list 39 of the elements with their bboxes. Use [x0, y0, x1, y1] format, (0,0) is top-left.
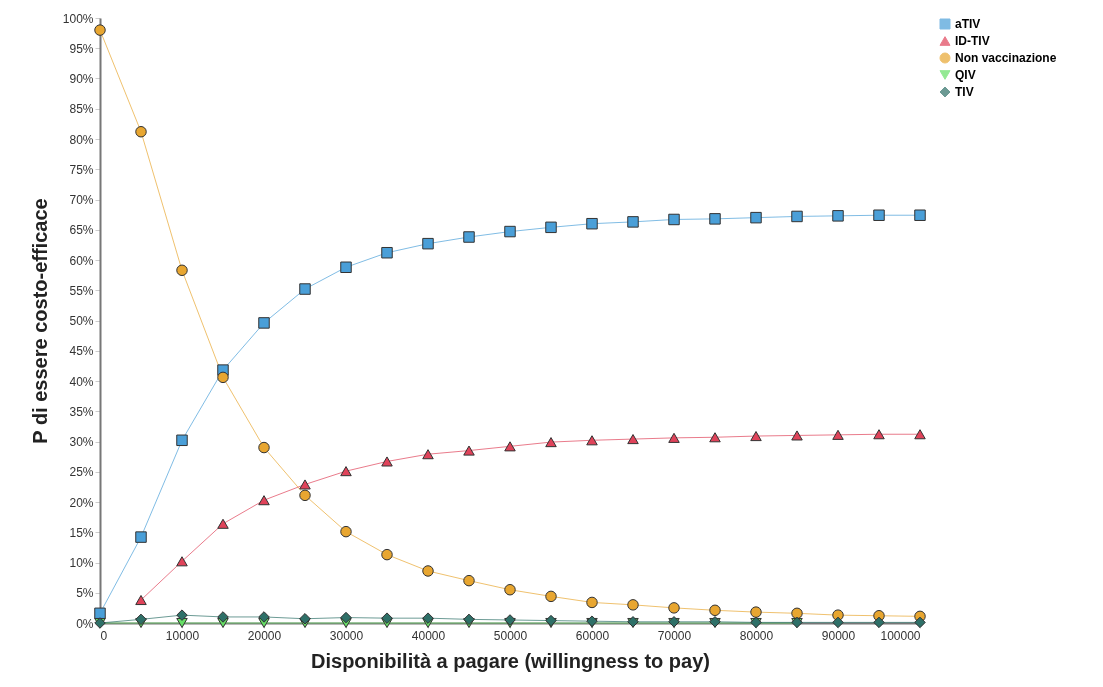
y-tick-label: 100%	[62, 11, 94, 26]
y-tick-label: 30%	[69, 435, 94, 449]
y-tick-label: 95%	[69, 41, 94, 56]
y-tick-label: 85%	[69, 102, 94, 117]
y-tick-label: 65%	[69, 223, 94, 238]
y-tick-label: 5%	[76, 586, 94, 601]
x-tick-label: 0	[100, 628, 108, 643]
y-tick-label: 15%	[69, 525, 94, 540]
y-tick-label: 55%	[69, 283, 94, 298]
y-axis-title: P di essere costo-efficace	[28, 198, 51, 444]
x-tick-label: 50000	[493, 628, 528, 643]
x-axis-title: Disponibilità a pagare (willingness to pay)	[311, 649, 710, 672]
y-tick-label: 20%	[69, 495, 94, 510]
legend-label: ID-TIV	[955, 34, 990, 48]
y-tick-label: 45%	[69, 344, 94, 359]
x-tick-label: 100000	[880, 628, 921, 643]
y-tick-label: 75%	[69, 162, 94, 177]
legend-label: QIV	[955, 68, 976, 82]
y-tick-label: 10%	[69, 556, 94, 570]
x-tick-label: 70000	[657, 628, 692, 643]
x-tick-label: 10000	[165, 628, 200, 643]
x-tick-label: 80000	[739, 628, 774, 643]
y-tick-label: 70%	[69, 193, 94, 207]
y-tick-label: 80%	[69, 132, 94, 147]
x-tick-label: 60000	[575, 628, 610, 643]
y-tick-label: 50%	[69, 314, 94, 328]
y-tick-label: 35%	[69, 404, 94, 419]
y-tick-label: 40%	[69, 374, 94, 389]
y-tick-label: 25%	[69, 465, 94, 480]
legend-label: aTIV	[955, 17, 981, 31]
y-tick-label: 90%	[69, 72, 94, 86]
x-tick-label: 90000	[821, 628, 856, 643]
x-tick-label: 20000	[247, 628, 282, 643]
legend-label: Non vaccinazione	[955, 51, 1057, 65]
x-tick-label: 40000	[411, 628, 446, 643]
y-tick-label: 60%	[69, 253, 94, 268]
x-tick-label: 30000	[329, 628, 364, 643]
legend-label: TIV	[955, 85, 974, 99]
y-tick-label: 0%	[76, 616, 94, 631]
